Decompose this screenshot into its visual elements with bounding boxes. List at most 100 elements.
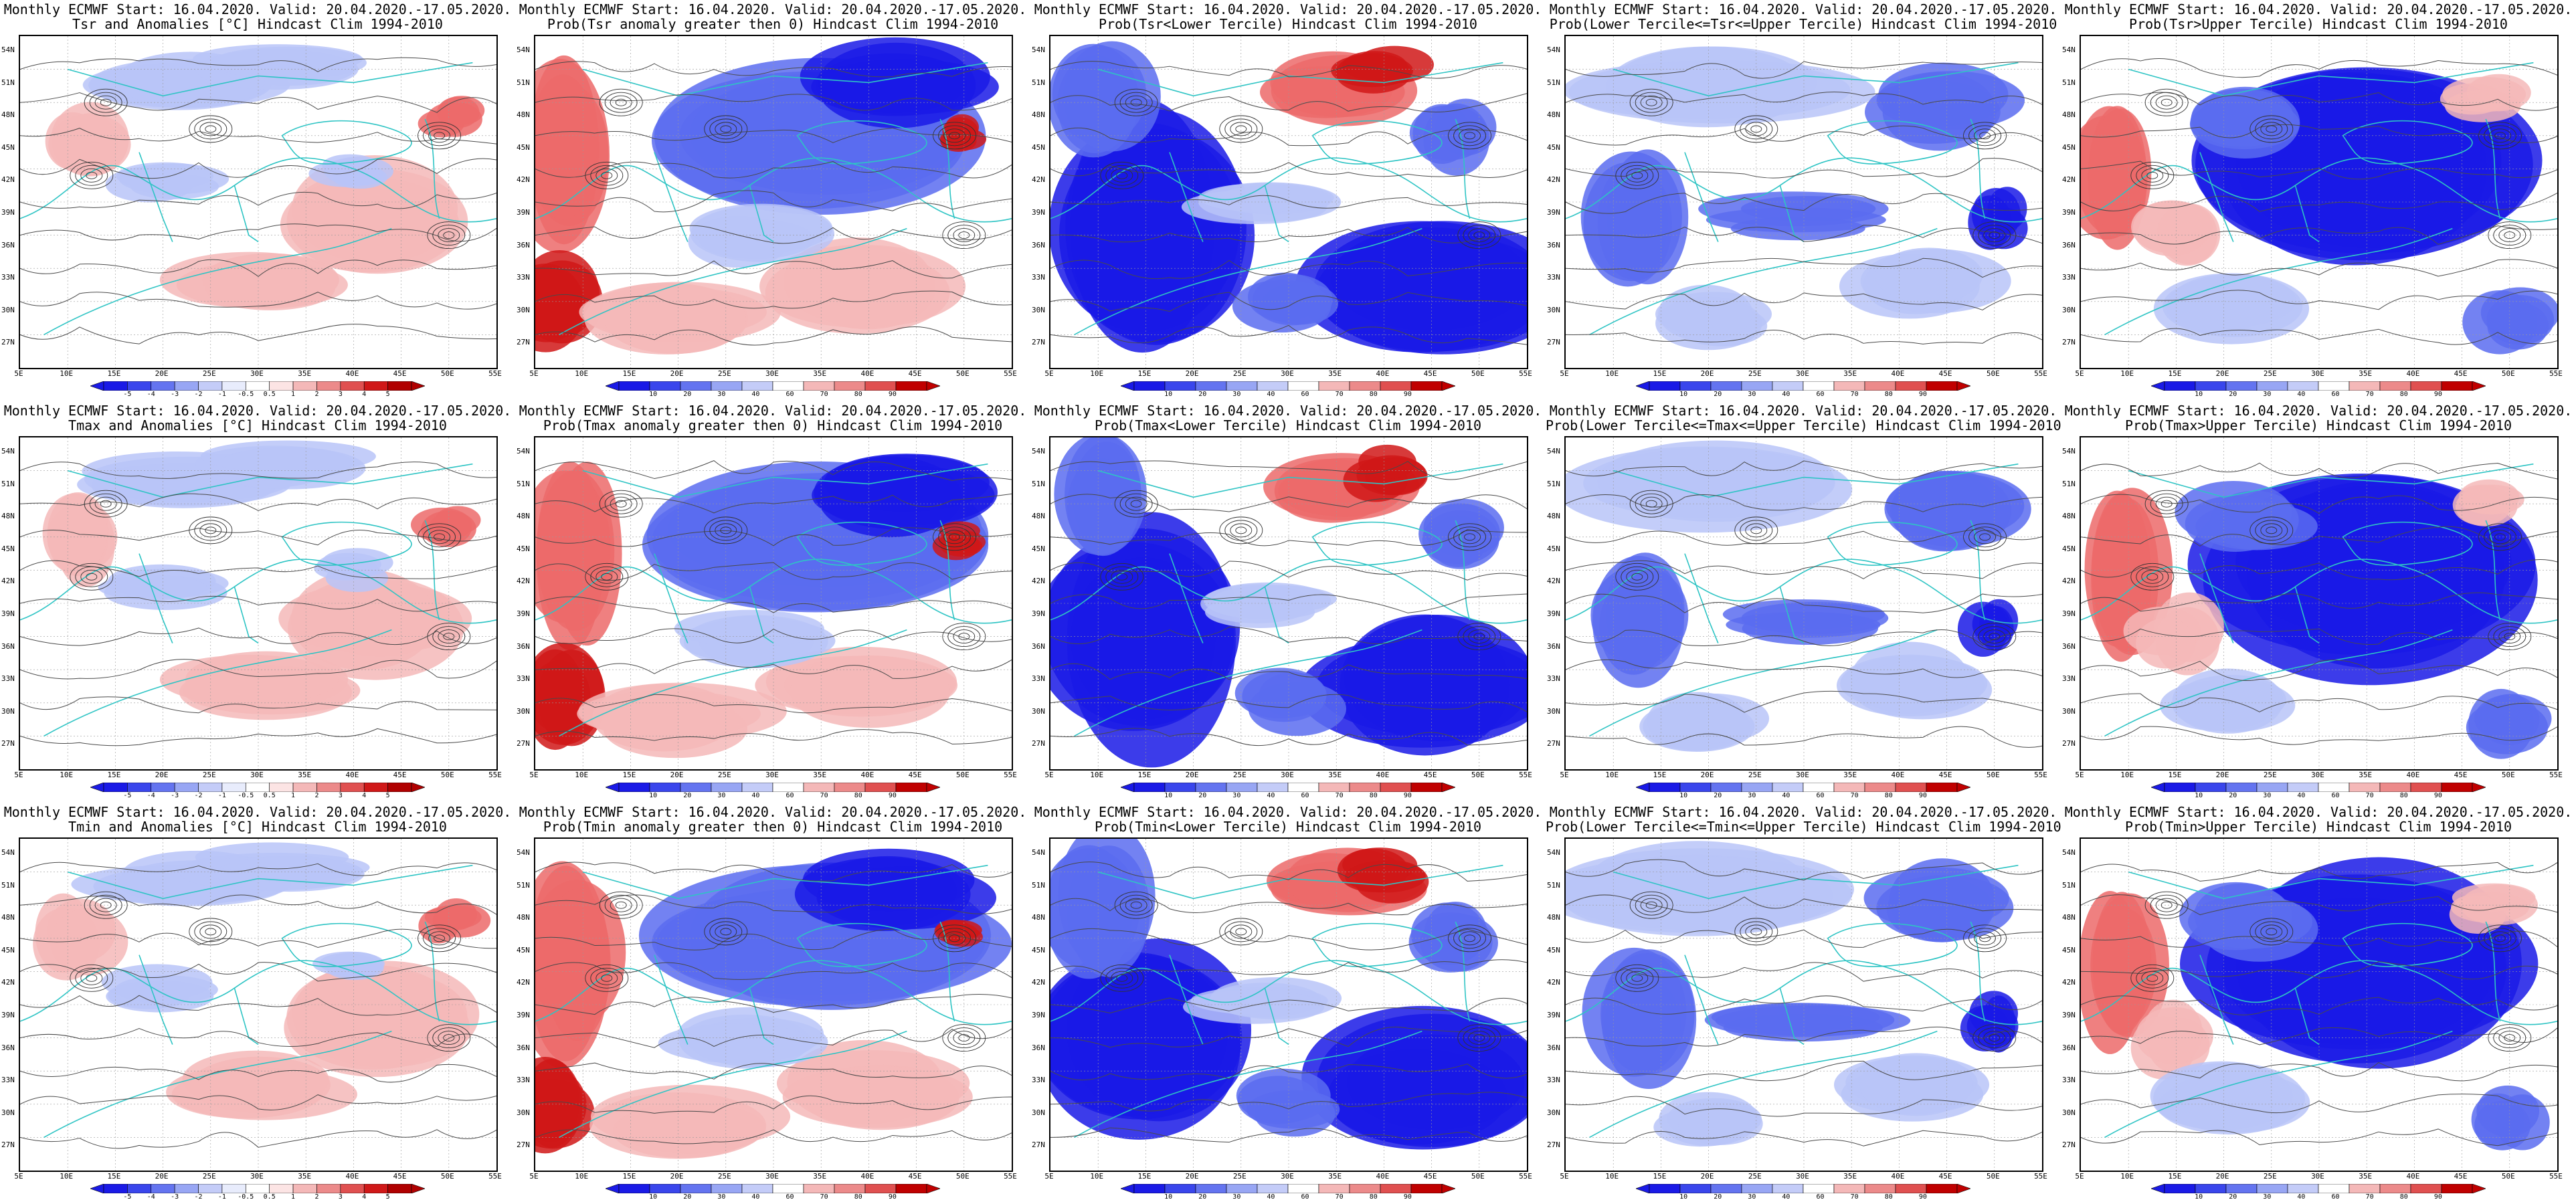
- map-field: [1050, 437, 1527, 769]
- longitude-label: 15E: [1653, 369, 1667, 378]
- colorbar-segment: [1741, 1184, 1773, 1193]
- shaded-region: [1657, 693, 1770, 744]
- colorbar-tick-label: 80: [1369, 391, 1378, 398]
- colorbar-segment: [680, 1184, 712, 1193]
- colorbar: [1121, 381, 1455, 391]
- colorbar-segment: [1710, 783, 1742, 792]
- colorbar-tick-label: -2: [194, 391, 203, 398]
- orographic-contour: [1219, 115, 1263, 143]
- orographic-contour: [1119, 894, 1153, 916]
- coastline: [1455, 520, 1471, 621]
- isotherm-contour: [2081, 193, 2557, 212]
- colorbar-segment: [1226, 783, 1258, 792]
- longitude-label: 20E: [670, 771, 684, 779]
- shaded-region: [1236, 1068, 1331, 1123]
- orographic-contour: [1116, 573, 1128, 581]
- latitude-label: 39N: [517, 1011, 530, 1020]
- orographic-contour: [1983, 629, 2006, 644]
- colorbar-ticks: -5 -4 -3 -2 -1 -0.5 0.5 1 2 3 4 5: [90, 391, 425, 400]
- coastline: [1169, 955, 1204, 1045]
- longitude-label: 55E: [2549, 369, 2563, 378]
- longitude-label: 30E: [2311, 1172, 2324, 1181]
- shaded-region: [2156, 203, 2218, 266]
- longitude-label: 5E: [14, 1172, 23, 1181]
- colorbar-tick-label: 40: [2297, 391, 2306, 398]
- isotherm-contour: [1050, 529, 1527, 546]
- latitude-label: 42N: [1032, 978, 1045, 987]
- longitude-label: 30E: [1796, 369, 1809, 378]
- panel-title-line2: Prob(Tmin>Upper Tercile) Hindcast Clim 1…: [2125, 819, 2512, 835]
- map-panel: Monthly ECMWF Start: 16.04.2020. Valid: …: [1546, 401, 2061, 803]
- colorbar-tick-label: 30: [717, 391, 726, 398]
- longitude-label: 10E: [1090, 369, 1104, 378]
- longitude-label: 45E: [1423, 771, 1437, 779]
- latitude-label: 45N: [1032, 945, 1045, 955]
- colorbar-tick-label: 90: [2433, 792, 2442, 799]
- orographic-contour: [2160, 98, 2173, 106]
- longitude-label: 35E: [1843, 1172, 1857, 1181]
- isotherm-contour: [2081, 995, 2557, 1015]
- latitude-label: 39N: [2062, 208, 2076, 217]
- colorbar-arrow: [1636, 1184, 1650, 1193]
- orographic-contour: [1463, 626, 1496, 647]
- map-field: [1050, 36, 1527, 368]
- longitude-label: 5E: [1560, 369, 1569, 378]
- coastline: [1169, 152, 1204, 242]
- orographic-contour: [2484, 526, 2517, 548]
- colorbar-tick-label: 70: [1335, 1193, 1344, 1201]
- latitude-label: 30N: [517, 305, 530, 314]
- latitude-label: 36N: [1547, 641, 1560, 651]
- orographic-contour: [86, 573, 98, 581]
- isotherm-contour: [1050, 728, 1527, 746]
- coastline: [559, 1030, 907, 1138]
- orographic-contour: [2488, 221, 2532, 249]
- orographic-contour: [1219, 918, 1263, 946]
- orographic-contour: [2498, 1031, 2521, 1045]
- longitude-label: 50E: [1986, 1172, 2000, 1181]
- isotherm-contour: [1050, 61, 1527, 79]
- latitude-label: 42N: [2062, 978, 2076, 987]
- colorbar-segment: [340, 381, 365, 391]
- latitude-label: 36N: [2062, 1043, 2076, 1052]
- orographic-contour: [1464, 132, 1476, 140]
- coastline: [1827, 521, 1958, 566]
- orographic-contour: [1974, 530, 1997, 544]
- isotherm-contour: [1566, 726, 2042, 748]
- colorbar-segment: [1195, 381, 1227, 391]
- orographic-contour: [2489, 530, 2512, 544]
- colorbar-segment: [1772, 381, 1804, 391]
- orographic-contour: [2130, 964, 2175, 992]
- colorbar-segment: [895, 1184, 927, 1193]
- orographic-contour: [942, 623, 986, 651]
- orographic-contour: [1974, 931, 1997, 946]
- colorbar-tick-label: 80: [2399, 1193, 2408, 1201]
- isotherm-contour: [20, 493, 496, 511]
- shaded-region: [1568, 60, 1875, 124]
- colorbar-segment: [221, 381, 246, 391]
- coastline: [1970, 520, 1986, 621]
- orographic-contour: [1468, 629, 1491, 644]
- colorbar-tick-label: 30: [2263, 792, 2272, 799]
- orographic-contour: [2484, 928, 2517, 949]
- panel-title-line2: Prob(Tmin<Lower Tercile) Hindcast Clim 1…: [1095, 819, 1481, 835]
- longitude-label: 45E: [393, 771, 407, 779]
- longitude-label: 35E: [1328, 369, 1342, 378]
- longitude-label: 25E: [1748, 369, 1762, 378]
- longitude-label: 20E: [1185, 369, 1199, 378]
- colorbar-tick-label: 90: [2433, 391, 2442, 398]
- coastline: [1097, 463, 1503, 498]
- longitude-label: 10E: [1605, 1172, 1619, 1181]
- isotherm-contour: [1050, 997, 1527, 1014]
- latitude-label: 48N: [1547, 913, 1560, 922]
- shaded-region: [2191, 88, 2294, 147]
- shaded-region: [1067, 458, 1135, 555]
- orographic-contour: [1130, 901, 1142, 909]
- colorbar-tick-label: 70: [820, 391, 828, 398]
- shaded-region: [2480, 287, 2557, 338]
- latitude-label: 36N: [517, 641, 530, 651]
- panel-title-line2: Tsr and Anomalies [°C] Hindcast Clim 199…: [72, 16, 443, 32]
- longitude-label: 55E: [1519, 771, 1532, 779]
- isotherm-contour: [535, 562, 1012, 581]
- longitude-label: 55E: [2034, 1172, 2047, 1181]
- colorbar-segment: [269, 381, 294, 391]
